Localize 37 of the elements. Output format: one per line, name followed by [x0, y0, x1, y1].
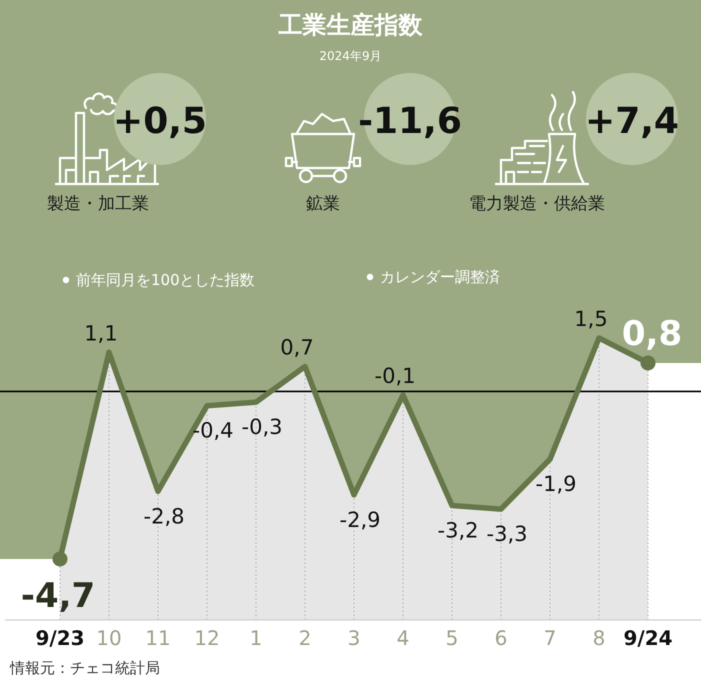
data-label: -1,9 [536, 472, 576, 496]
text: 工業生産指数 [278, 11, 424, 39]
x-tick-label: 1 [250, 626, 262, 650]
x-tick-label: 9/24 [623, 626, 673, 650]
text: -11,6 [358, 101, 462, 142]
text: 前年同月を100とした指数 [76, 271, 255, 289]
text: カレンダー調整済 [380, 268, 500, 286]
x-tick-label: 9/23 [35, 626, 85, 650]
x-tick-label: 4 [396, 626, 410, 650]
data-label: 1,1 [84, 321, 118, 346]
text: +7,4 [585, 101, 679, 142]
x-tick-label: 5 [446, 626, 458, 650]
data-label: -0,1 [374, 364, 416, 388]
x-tick-label: 8 [592, 626, 606, 650]
data-label: -0,3 [242, 415, 282, 440]
data-label: -0,4 [192, 418, 234, 443]
x-tick-label: 11 [145, 626, 171, 650]
x-tick-label: 3 [348, 626, 360, 650]
data-label: 0,7 [280, 336, 314, 360]
category-label: 電力製造・供給業 [469, 194, 605, 214]
x-tick-label: 6 [494, 626, 508, 650]
text: 情報元：チェコ統計局 [9, 659, 160, 677]
x-tick-label: 12 [194, 626, 220, 650]
category-label: 鉱業 [306, 194, 340, 214]
data-label: -3,3 [486, 522, 528, 546]
category-label: 製造・加工業 [47, 194, 149, 214]
data-label: 0,8 [622, 314, 682, 354]
x-tick-label: 7 [544, 626, 556, 650]
text: 2024年9月 [319, 49, 382, 63]
data-label: -4,7 [20, 576, 96, 616]
data-label: -2,8 [144, 504, 184, 528]
text: +0,5 [113, 101, 207, 142]
data-label: -3,2 [438, 518, 478, 543]
x-tick-label: 10 [96, 626, 122, 650]
x-tick-label: 2 [298, 626, 312, 650]
data-label: -2,9 [340, 508, 380, 532]
data-label: 1,5 [574, 307, 608, 331]
